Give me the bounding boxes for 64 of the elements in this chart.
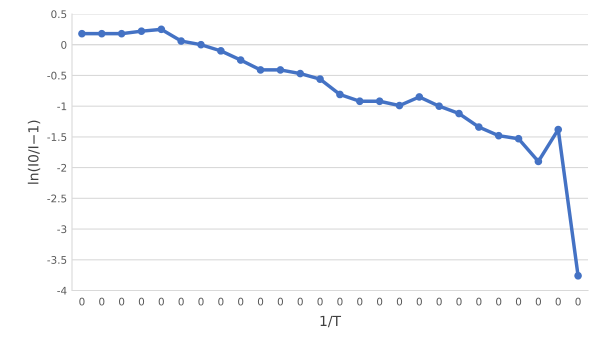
x-tick-label: 0 <box>238 298 244 306</box>
x-tick-label: 0 <box>278 298 284 306</box>
x-axis-title: 1/T <box>320 316 342 328</box>
x-tick-label: 0 <box>376 298 382 306</box>
point <box>415 93 424 101</box>
x-tick-label: 0 <box>198 298 204 306</box>
point <box>157 26 166 34</box>
point <box>177 37 185 45</box>
x-tick-label: 0 <box>575 298 581 306</box>
point <box>574 272 582 280</box>
point <box>197 40 205 49</box>
x-tick-label: 0 <box>178 298 184 306</box>
point <box>118 30 126 38</box>
x-tick-label: 0 <box>456 298 462 306</box>
y-tick-label: -4 <box>57 286 67 294</box>
point <box>534 158 542 166</box>
y-tick-label: -3 <box>57 225 66 234</box>
point <box>494 132 503 140</box>
point <box>514 134 522 143</box>
point <box>98 30 106 38</box>
x-tick-label: 0 <box>298 298 303 306</box>
point <box>78 30 86 38</box>
point <box>316 75 324 83</box>
x-tick-label: 0 <box>118 298 124 306</box>
point <box>296 70 304 78</box>
point <box>336 90 344 98</box>
point <box>396 102 404 110</box>
x-tick-label: 0 <box>357 298 362 306</box>
y-tick-label: -2.5 <box>47 194 66 202</box>
x-tick-label: 0 <box>317 298 323 306</box>
point <box>356 97 364 106</box>
y-tick-label: 0.5 <box>51 10 66 18</box>
y-tick-label: -3.5 <box>47 256 66 264</box>
y-tick-label: -2 <box>57 164 66 172</box>
point <box>138 27 146 36</box>
point <box>256 66 264 74</box>
x-tick-label: 0 <box>337 298 343 306</box>
y-axis-title: ln(I0/I−1) <box>28 120 40 184</box>
x-tick-label: 0 <box>396 298 402 306</box>
point <box>435 102 443 110</box>
point <box>376 97 384 106</box>
point <box>276 66 284 74</box>
point <box>236 56 245 64</box>
x-tick-label: 0 <box>79 298 85 306</box>
y-tick-label: -0.5 <box>47 72 66 80</box>
point <box>475 123 483 131</box>
x-tick-label: 0 <box>556 298 561 306</box>
x-tick-label: 0 <box>138 298 144 306</box>
x-tick-label: 0 <box>99 298 104 306</box>
x-tick-label: 0 <box>416 298 422 306</box>
x-tick-label: 0 <box>218 298 224 306</box>
x-tick-label: 0 <box>496 298 502 306</box>
x-tick-label: 0 <box>536 298 542 306</box>
x-tick-label: 0 <box>516 298 522 306</box>
x-tick-label: 0 <box>258 298 264 306</box>
point <box>217 47 225 55</box>
x-tick-label: 0 <box>436 298 442 306</box>
y-tick-label: -1 <box>57 102 66 110</box>
point <box>455 110 463 118</box>
point <box>554 126 562 134</box>
x-tick-label: 0 <box>158 298 164 306</box>
y-tick-label: -1.5 <box>47 133 66 141</box>
y-tick-label: 0 <box>61 40 66 49</box>
x-tick-label: 0 <box>476 298 482 306</box>
